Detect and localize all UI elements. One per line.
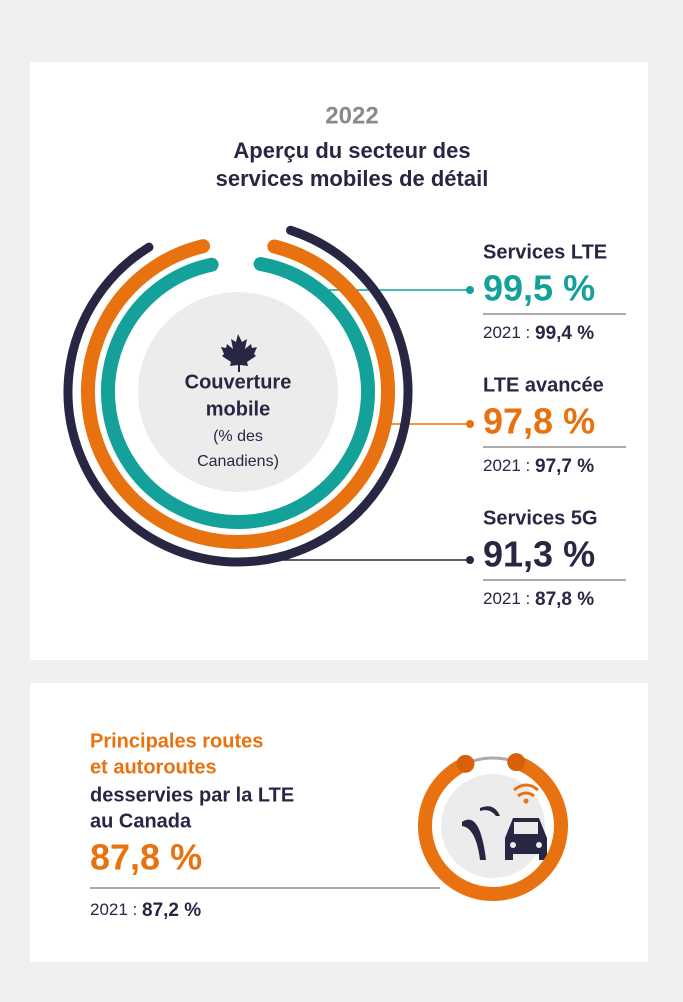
maple-leaf-icon bbox=[221, 334, 257, 372]
title: Aperçu du secteur des bbox=[233, 138, 470, 163]
road bbox=[462, 819, 486, 860]
year: 2022 bbox=[325, 102, 378, 129]
highway-highlight: et autoroutes bbox=[90, 756, 217, 778]
series-name: Services 5G bbox=[483, 507, 598, 529]
car-light bbox=[510, 842, 516, 848]
highway-text: au Canada bbox=[90, 810, 192, 832]
title: services mobiles de détail bbox=[216, 166, 489, 191]
previous-value: 99,4 % bbox=[535, 323, 594, 344]
leader-dot bbox=[466, 286, 474, 294]
car-icon bbox=[462, 783, 547, 860]
coverage-ring bbox=[101, 256, 375, 529]
panel-highway bbox=[30, 683, 648, 962]
previous-value: 87,2 % bbox=[142, 900, 201, 921]
ring-end bbox=[507, 753, 526, 772]
center-label: Couverture bbox=[185, 371, 292, 393]
series-value: 91,3 % bbox=[483, 534, 595, 575]
series-name: Services LTE bbox=[483, 241, 607, 263]
road bbox=[480, 806, 500, 816]
highway-text: desservies par la LTE bbox=[90, 784, 294, 806]
coverage-ring bbox=[81, 239, 395, 549]
center-note: (% des bbox=[213, 428, 263, 445]
car-window bbox=[514, 822, 538, 834]
previous-prefix: 2021 : 87,2 % bbox=[90, 900, 201, 921]
previous-prefix: 2021 : bbox=[90, 900, 137, 919]
center-disc bbox=[138, 292, 338, 492]
previous-value: 87,8 % bbox=[535, 589, 594, 610]
center-note: Canadiens) bbox=[197, 453, 279, 470]
leader-dot bbox=[466, 556, 474, 564]
highway-ring bbox=[418, 755, 568, 901]
ring-end bbox=[456, 754, 475, 773]
series-value: 97,8 % bbox=[483, 401, 595, 442]
signal bbox=[523, 798, 529, 804]
highway-highlight: Principales routes bbox=[90, 730, 263, 752]
car-light bbox=[536, 842, 542, 848]
signal bbox=[513, 783, 539, 798]
highway-value: 87,8 % bbox=[90, 837, 202, 878]
previous-prefix: 2021 : bbox=[483, 589, 530, 608]
series-value: 99,5 % bbox=[483, 268, 595, 309]
center-label: mobile bbox=[206, 398, 270, 420]
previous: 2021 : 87,8 % bbox=[483, 589, 594, 610]
previous-prefix: 2021 : bbox=[483, 323, 530, 342]
previous: 2021 : 97,7 % bbox=[483, 456, 594, 477]
coverage-ring bbox=[63, 225, 413, 567]
leader-dot bbox=[466, 420, 474, 428]
series-name: LTE avancée bbox=[483, 374, 604, 396]
previous: 2021 : 99,4 % bbox=[483, 323, 594, 344]
previous-prefix: 2021 : bbox=[483, 456, 530, 475]
previous-value: 97,7 % bbox=[535, 456, 594, 477]
